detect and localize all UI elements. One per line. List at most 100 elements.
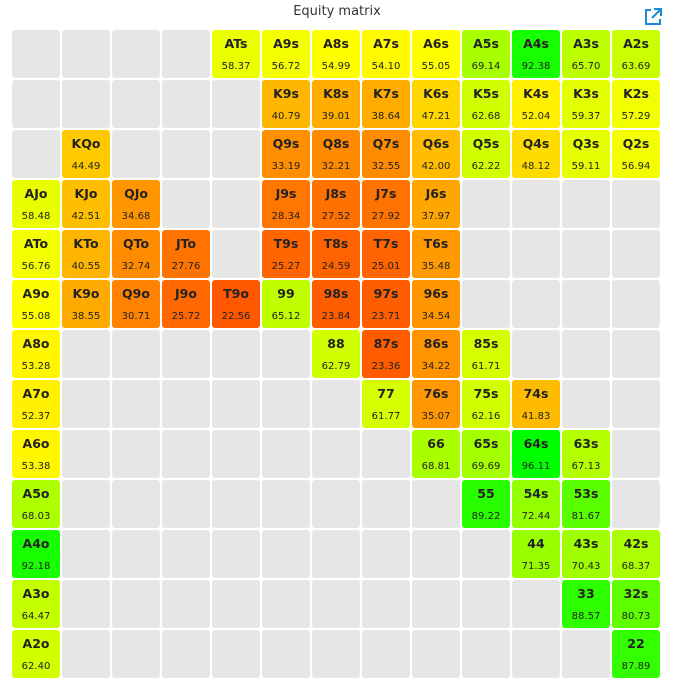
matrix-cell-AJo[interactable]: AJo 58.48 [12, 180, 60, 228]
matrix-cell-77[interactable]: 77 61.77 [362, 380, 410, 428]
matrix-cell-A3s[interactable]: A3s 65.70 [562, 30, 610, 78]
matrix-cell-KQo[interactable]: KQo 44.49 [62, 130, 110, 178]
matrix-cell-A7s[interactable]: A7s 54.10 [362, 30, 410, 78]
matrix-cell-A4o[interactable]: A4o 92.18 [12, 530, 60, 578]
matrix-cell-T9s[interactable]: T9s 25.27 [262, 230, 310, 278]
matrix-cell-63s[interactable]: 63s 67.13 [562, 430, 610, 478]
matrix-cell-A6o[interactable]: A6o 53.38 [12, 430, 60, 478]
matrix-cell-K7s[interactable]: K7s 38.64 [362, 80, 410, 128]
matrix-cell-Q6s[interactable]: Q6s 42.00 [412, 130, 460, 178]
matrix-cell-A6s[interactable]: A6s 55.05 [412, 30, 460, 78]
matrix-cell-86s[interactable]: 86s 34.22 [412, 330, 460, 378]
matrix-cell-J6s[interactable]: J6s 37.97 [412, 180, 460, 228]
matrix-cell-33[interactable]: 33 88.57 [562, 580, 610, 628]
matrix-cell-A9s[interactable]: A9s 56.72 [262, 30, 310, 78]
matrix-cell-22[interactable]: 22 87.89 [612, 630, 660, 678]
matrix-cell-A5s[interactable]: A5s 69.14 [462, 30, 510, 78]
matrix-cell-KJo[interactable]: KJo 42.51 [62, 180, 110, 228]
matrix-cell-J7s[interactable]: J7s 27.92 [362, 180, 410, 228]
matrix-cell-A8o[interactable]: A8o 53.28 [12, 330, 60, 378]
matrix-cell-ATs[interactable]: ATs 58.37 [212, 30, 260, 78]
equity-value: 62.22 [471, 161, 501, 172]
matrix-cell-K9s[interactable]: K9s 40.79 [262, 80, 310, 128]
matrix-cell-ATo[interactable]: ATo 56.76 [12, 230, 60, 278]
matrix-cell-Q3s[interactable]: Q3s 59.11 [562, 130, 610, 178]
matrix-cell-empty [212, 380, 260, 428]
matrix-cell-K4s[interactable]: K4s 52.04 [512, 80, 560, 128]
equity-value: 25.27 [271, 261, 301, 272]
matrix-cell-88[interactable]: 88 62.79 [312, 330, 360, 378]
matrix-cell-64s[interactable]: 64s 96.11 [512, 430, 560, 478]
matrix-cell-87s[interactable]: 87s 23.36 [362, 330, 410, 378]
external-link-icon[interactable] [643, 7, 663, 27]
equity-value: 34.54 [421, 311, 451, 322]
hand-label: A5o [22, 486, 50, 501]
matrix-cell-A2s[interactable]: A2s 63.69 [612, 30, 660, 78]
matrix-cell-empty [162, 630, 210, 678]
matrix-cell-Q4s[interactable]: Q4s 48.12 [512, 130, 560, 178]
matrix-cell-75s[interactable]: 75s 62.16 [462, 380, 510, 428]
equity-value: 28.34 [271, 211, 301, 222]
matrix-cell-K2s[interactable]: K2s 57.29 [612, 80, 660, 128]
matrix-cell-76s[interactable]: 76s 35.07 [412, 380, 460, 428]
matrix-cell-32s[interactable]: 32s 80.73 [612, 580, 660, 628]
matrix-cell-K5s[interactable]: K5s 62.68 [462, 80, 510, 128]
matrix-cell-T8s[interactable]: T8s 24.59 [312, 230, 360, 278]
equity-value: 52.04 [521, 111, 551, 122]
matrix-cell-JTo[interactable]: JTo 27.76 [162, 230, 210, 278]
hand-label: J6s [425, 186, 447, 201]
matrix-cell-Q9o[interactable]: Q9o 30.71 [112, 280, 160, 328]
matrix-cell-A8s[interactable]: A8s 54.99 [312, 30, 360, 78]
hand-label: A5s [473, 36, 499, 51]
matrix-cell-empty [562, 230, 610, 278]
matrix-cell-T6s[interactable]: T6s 35.48 [412, 230, 460, 278]
matrix-cell-A5o[interactable]: A5o 68.03 [12, 480, 60, 528]
matrix-cell-QJo[interactable]: QJo 34.68 [112, 180, 160, 228]
matrix-cell-J9s[interactable]: J9s 28.34 [262, 180, 310, 228]
matrix-cell-98s[interactable]: 98s 23.84 [312, 280, 360, 328]
matrix-cell-Q7s[interactable]: Q7s 32.55 [362, 130, 410, 178]
matrix-cell-empty [212, 430, 260, 478]
matrix-cell-53s[interactable]: 53s 81.67 [562, 480, 610, 528]
matrix-cell-J8s[interactable]: J8s 27.52 [312, 180, 360, 228]
matrix-cell-74s[interactable]: 74s 41.83 [512, 380, 560, 428]
matrix-cell-A9o[interactable]: A9o 55.08 [12, 280, 60, 328]
matrix-cell-Q5s[interactable]: Q5s 62.22 [462, 130, 510, 178]
matrix-cell-66[interactable]: 66 68.81 [412, 430, 460, 478]
matrix-cell-empty [162, 380, 210, 428]
matrix-cell-KTo[interactable]: KTo 40.55 [62, 230, 110, 278]
matrix-cell-Q2s[interactable]: Q2s 56.94 [612, 130, 660, 178]
matrix-cell-A7o[interactable]: A7o 52.37 [12, 380, 60, 428]
matrix-cell-A3o[interactable]: A3o 64.47 [12, 580, 60, 628]
matrix-cell-K6s[interactable]: K6s 47.21 [412, 80, 460, 128]
matrix-cell-QTo[interactable]: QTo 32.74 [112, 230, 160, 278]
matrix-cell-55[interactable]: 55 89.22 [462, 480, 510, 528]
matrix-cell-J9o[interactable]: J9o 25.72 [162, 280, 210, 328]
matrix-cell-A4s[interactable]: A4s 92.38 [512, 30, 560, 78]
matrix-cell-empty [212, 180, 260, 228]
matrix-cell-A2o[interactable]: A2o 62.40 [12, 630, 60, 678]
matrix-cell-K8s[interactable]: K8s 39.01 [312, 80, 360, 128]
matrix-cell-T7s[interactable]: T7s 25.01 [362, 230, 410, 278]
matrix-cell-43s[interactable]: 43s 70.43 [562, 530, 610, 578]
matrix-cell-97s[interactable]: 97s 23.71 [362, 280, 410, 328]
matrix-cell-44[interactable]: 44 71.35 [512, 530, 560, 578]
matrix-cell-T9o[interactable]: T9o 22.56 [212, 280, 260, 328]
matrix-cell-42s[interactable]: 42s 68.37 [612, 530, 660, 578]
matrix-cell-65s[interactable]: 65s 69.69 [462, 430, 510, 478]
matrix-cell-96s[interactable]: 96s 34.54 [412, 280, 460, 328]
chart-title: Equity matrix [293, 4, 381, 19]
matrix-cell-empty [512, 630, 560, 678]
matrix-cell-empty [362, 630, 410, 678]
matrix-cell-Q8s[interactable]: Q8s 32.21 [312, 130, 360, 178]
matrix-cell-54s[interactable]: 54s 72.44 [512, 480, 560, 528]
matrix-cell-99[interactable]: 99 65.12 [262, 280, 310, 328]
hand-label: 65s [473, 436, 499, 451]
matrix-cell-empty [362, 580, 410, 628]
matrix-cell-Q9s[interactable]: Q9s 33.19 [262, 130, 310, 178]
matrix-cell-85s[interactable]: 85s 61.71 [462, 330, 510, 378]
matrix-cell-K9o[interactable]: K9o 38.55 [62, 280, 110, 328]
hand-label: 42s [623, 536, 649, 551]
matrix-cell-empty [412, 630, 460, 678]
matrix-cell-K3s[interactable]: K3s 59.37 [562, 80, 610, 128]
